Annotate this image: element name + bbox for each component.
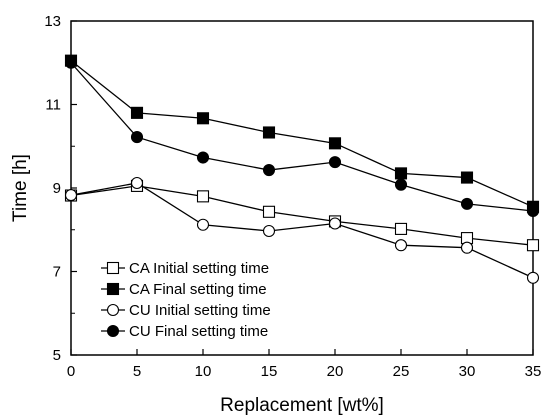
data-point bbox=[328, 217, 342, 230]
legend-entry: CA Initial setting time bbox=[101, 260, 269, 277]
y-tick-label: 9 bbox=[53, 180, 61, 197]
data-point bbox=[262, 126, 276, 139]
x-tick-label: 10 bbox=[195, 363, 212, 380]
data-point bbox=[262, 163, 276, 177]
data-point bbox=[526, 204, 540, 218]
data-point bbox=[130, 106, 144, 119]
series-line bbox=[70, 62, 534, 212]
data-point bbox=[262, 205, 276, 218]
data-point bbox=[64, 56, 78, 69]
y-tick-label: 11 bbox=[45, 97, 61, 114]
y-tick-label: 7 bbox=[53, 264, 61, 281]
data-point bbox=[196, 190, 210, 203]
legend-entry: CU Initial setting time bbox=[101, 302, 271, 319]
y-axis-label: Time [h] bbox=[10, 154, 31, 222]
data-point bbox=[526, 271, 540, 284]
data-point bbox=[460, 197, 474, 210]
data-point bbox=[460, 241, 474, 254]
legend-marker bbox=[106, 324, 120, 338]
data-point bbox=[328, 156, 342, 169]
data-point bbox=[196, 218, 210, 231]
legend-entry: CU Final setting time bbox=[101, 323, 268, 340]
y-tick-label: 13 bbox=[44, 13, 61, 30]
series-line bbox=[70, 182, 534, 279]
data-point bbox=[130, 176, 144, 190]
x-axis-label: Replacement [wt%] bbox=[220, 395, 384, 416]
legend-label: CA Final setting time bbox=[129, 281, 267, 298]
series-line bbox=[70, 185, 534, 246]
series-1 bbox=[64, 179, 540, 252]
legend-label: CA Initial setting time bbox=[129, 260, 269, 277]
x-tick-label: 20 bbox=[327, 363, 344, 380]
x-tick-label: 15 bbox=[261, 363, 278, 380]
x-tick-label: 25 bbox=[393, 363, 410, 380]
x-tick-label: 35 bbox=[525, 363, 542, 380]
series-4 bbox=[64, 56, 540, 218]
legend-marker bbox=[106, 261, 120, 275]
legend-label: CU Initial setting time bbox=[129, 302, 271, 319]
x-tick-label: 30 bbox=[459, 363, 476, 380]
data-point bbox=[526, 239, 540, 252]
data-point bbox=[394, 167, 408, 180]
data-point bbox=[130, 131, 144, 144]
legend-marker bbox=[106, 282, 120, 296]
data-point bbox=[64, 189, 78, 202]
series-layer bbox=[64, 54, 540, 284]
data-point bbox=[394, 239, 408, 252]
legend-marker bbox=[106, 303, 120, 317]
legend-entry: CA Final setting time bbox=[101, 281, 267, 298]
series-line bbox=[70, 60, 534, 208]
data-point bbox=[328, 137, 342, 150]
data-point bbox=[262, 224, 276, 238]
x-tick-label: 0 bbox=[67, 363, 75, 380]
data-point bbox=[394, 222, 408, 235]
series-3 bbox=[64, 176, 540, 284]
data-point bbox=[394, 178, 408, 191]
y-tick-label: 5 bbox=[53, 347, 61, 364]
x-tick-label: 5 bbox=[133, 363, 141, 380]
data-point bbox=[196, 112, 210, 125]
legend: CA Initial setting time CA Final setting … bbox=[101, 260, 271, 340]
data-point bbox=[460, 171, 474, 184]
data-point bbox=[196, 151, 210, 164]
legend-label: CU Final setting time bbox=[129, 323, 268, 340]
